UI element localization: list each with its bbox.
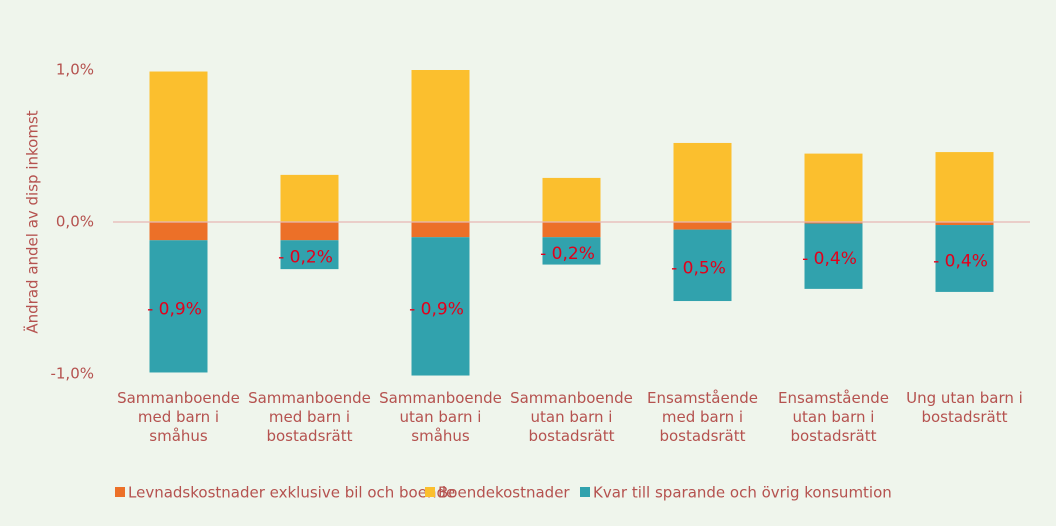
bar-segment [542, 237, 601, 265]
x-tick-line: med barn i [269, 408, 350, 426]
bar-segment [542, 222, 601, 238]
y-tick-label: -1,0% [50, 365, 94, 383]
value-label: - 0,2% [540, 244, 595, 264]
value-label: - 0,5% [671, 258, 726, 278]
value-label: - 0,2% [278, 248, 333, 268]
bar-segment [280, 222, 339, 241]
bar-segment [935, 225, 994, 292]
x-tick-line: bostadsrätt [528, 427, 614, 445]
x-tick-line: bostadsrätt [921, 408, 1007, 426]
x-tick-line: utan barn i [793, 408, 875, 426]
x-tick-label: Sammanboende utan barn i småhus [379, 389, 502, 445]
x-tick-line: småhus [411, 427, 470, 445]
bar-segment [280, 174, 339, 222]
bar-segment [673, 229, 732, 302]
x-tick-line: Ung utan barn i [906, 389, 1023, 407]
bar-segment [542, 177, 601, 222]
x-tick-line: med barn i [662, 408, 743, 426]
value-label: - 0,4% [933, 251, 988, 271]
x-tick-line: småhus [149, 427, 208, 445]
bar-segment [280, 240, 339, 270]
x-tick-label: Sammanboende med barn i bostadsrätt [248, 389, 371, 445]
x-tick-line: bostadsrätt [659, 427, 745, 445]
x-tick-line: Ensamstående [647, 389, 758, 407]
bar-segment [804, 223, 863, 289]
bar-segment [411, 70, 470, 222]
x-tick-line: med barn i [138, 408, 219, 426]
legend-swatch [425, 487, 435, 497]
x-tick-line: utan barn i [400, 408, 482, 426]
x-tick-label: Ung utan barn i bostadsrätt [906, 389, 1023, 426]
legend-swatch [115, 487, 125, 497]
x-tick-line: Sammanboende [379, 389, 502, 407]
x-tick-line: utan barn i [531, 408, 613, 426]
bar-segment [149, 240, 208, 373]
bar-segment [411, 222, 470, 238]
bar-segment [411, 237, 470, 376]
x-tick-line: Ensamstående [778, 389, 889, 407]
bar-segment [673, 222, 732, 230]
y-axis-label: Ändrad andel av disp inkomst [23, 110, 42, 333]
legend-label: Levnadskostnader exklusive bil och boend… [128, 484, 455, 502]
bar-segment [935, 152, 994, 222]
y-tick-label: 0,0% [56, 213, 94, 231]
x-tick-label: Sammanboende med barn i småhus [117, 389, 240, 445]
legend-label: Boendekostnader [438, 484, 570, 502]
x-tick-label: Sammanboende utan barn i bostadsrätt [510, 389, 633, 445]
bar-segment [935, 222, 994, 226]
x-tick-label: Ensamstående utan barn i bostadsrätt [778, 389, 889, 445]
x-tick-line: Sammanboende [248, 389, 371, 407]
x-tick-line: bostadsrätt [266, 427, 352, 445]
bar-segment [149, 71, 208, 223]
legend-label: Kvar till sparande och övrig konsumtion [593, 484, 892, 502]
bar-segment [673, 142, 732, 222]
bar-segment [804, 222, 863, 224]
bar-segment [149, 222, 208, 241]
bar-segment [804, 153, 863, 222]
x-tick-label: Ensamstående med barn i bostadsrätt [647, 389, 758, 445]
x-tick-line: Sammanboende [510, 389, 633, 407]
y-tick-label: 1,0% [56, 61, 94, 79]
x-tick-line: Sammanboende [117, 389, 240, 407]
value-label: - 0,9% [147, 299, 202, 319]
legend-swatch [580, 487, 590, 497]
value-label: - 0,9% [409, 299, 464, 319]
value-label: - 0,4% [802, 249, 857, 269]
x-tick-line: bostadsrätt [790, 427, 876, 445]
